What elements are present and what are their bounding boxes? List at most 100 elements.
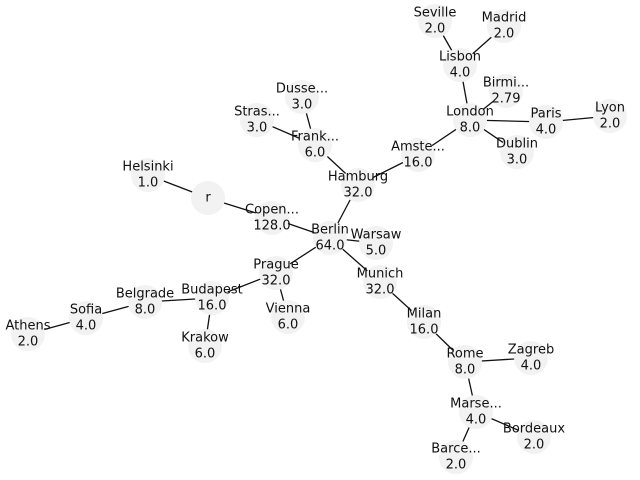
node-value-label: 3.0	[507, 153, 528, 168]
node-name-label: London	[446, 105, 494, 120]
node-name-label: Stras...	[234, 105, 280, 120]
node-copenhagen: Copen...128.0	[245, 201, 299, 235]
node-value-label: 6.0	[305, 146, 326, 161]
node-circle	[131, 158, 165, 192]
node-value-label: 2.0	[425, 22, 446, 37]
node-name-label: Paris	[531, 107, 562, 122]
node-name-label: Rome	[446, 347, 483, 362]
node-name-label: Dublin	[496, 137, 538, 152]
node-circle	[407, 305, 441, 339]
node-circle	[298, 128, 332, 162]
node-r: r	[191, 181, 225, 215]
node-circle	[489, 74, 523, 108]
node-circle	[191, 181, 225, 215]
node-value-label: 4.0	[450, 66, 471, 81]
node-value-label: 5.0	[366, 244, 387, 259]
node-value-label: 8.0	[135, 303, 156, 318]
node-circle	[418, 4, 452, 38]
node-name-label: Hamburg	[328, 170, 388, 185]
node-name-label: Sofia	[70, 303, 102, 318]
node-value-label: 32.0	[262, 274, 291, 289]
node-value-label: 16.0	[410, 323, 439, 338]
node-name-label: Barce...	[431, 442, 481, 457]
node-value-label: 2.0	[524, 438, 545, 453]
node-circle	[271, 300, 305, 334]
node-frankfurt: Frank...6.0	[291, 128, 339, 162]
node-circle	[443, 48, 477, 82]
node-circle	[439, 440, 473, 474]
node-circle	[529, 105, 563, 139]
node-strasbourg: Stras...3.0	[234, 103, 280, 137]
node-circle	[188, 329, 222, 363]
node-circle	[240, 103, 274, 137]
node-barcelona: Barce...2.0	[431, 440, 481, 474]
node-amsterdam: Amste...16.0	[391, 138, 445, 172]
node-value-label: 2.0	[18, 335, 39, 350]
node-name-label: Munich	[357, 267, 404, 282]
node-circle	[341, 168, 375, 202]
node-value-label: 2.0	[600, 117, 621, 132]
node-name-label: Amste...	[391, 140, 445, 155]
node-name-label: Madrid	[482, 11, 527, 26]
node-value-label: 8.0	[455, 363, 476, 378]
node-circle	[487, 9, 521, 43]
node-value-label: 4.0	[466, 413, 487, 428]
node-circle	[401, 138, 435, 172]
node-value-label: 128.0	[253, 219, 290, 234]
node-name-label: Milan	[407, 307, 442, 322]
node-name-label: Lyon	[595, 101, 625, 116]
node-circle	[259, 256, 293, 290]
node-marseille: Marse...4.0	[450, 395, 502, 429]
node-value-label: 8.0	[460, 121, 481, 136]
node-birmingham: Birmi...2.79	[483, 74, 529, 108]
node-name-label: Frank...	[291, 130, 339, 145]
node-value-label: 16.0	[404, 156, 433, 171]
node-value-label: 6.0	[278, 318, 299, 333]
node-name-label: Marse...	[450, 397, 502, 412]
node-name-label: Copen...	[245, 203, 299, 218]
node-circle	[517, 420, 551, 454]
node-circle	[459, 395, 493, 429]
node-circle	[128, 285, 162, 319]
node-value-label: 32.0	[344, 186, 373, 201]
node-name-label: Belgrade	[116, 287, 174, 302]
node-name-label: Warsaw	[351, 228, 402, 243]
node-value-label: 4.0	[536, 123, 557, 138]
node-value-label: 3.0	[292, 98, 313, 113]
node-name-label: Birmi...	[483, 76, 529, 91]
node-name-label: Bordeaux	[503, 422, 565, 437]
node-dusseldorf: Dusse...3.0	[276, 80, 328, 114]
node-circle	[453, 103, 487, 137]
node-value-label: 4.0	[76, 319, 97, 334]
node-name-label: Prague	[253, 258, 298, 273]
node-circle	[448, 345, 482, 379]
node-name-label: Krakow	[181, 331, 229, 346]
node-name-label: Helsinki	[122, 160, 173, 175]
node-name-label: r	[205, 191, 211, 206]
node-value-label: 1.0	[138, 176, 159, 191]
node-circle	[69, 301, 103, 335]
node-circle	[514, 341, 548, 375]
node-circle	[363, 265, 397, 299]
node-circle	[593, 99, 627, 133]
